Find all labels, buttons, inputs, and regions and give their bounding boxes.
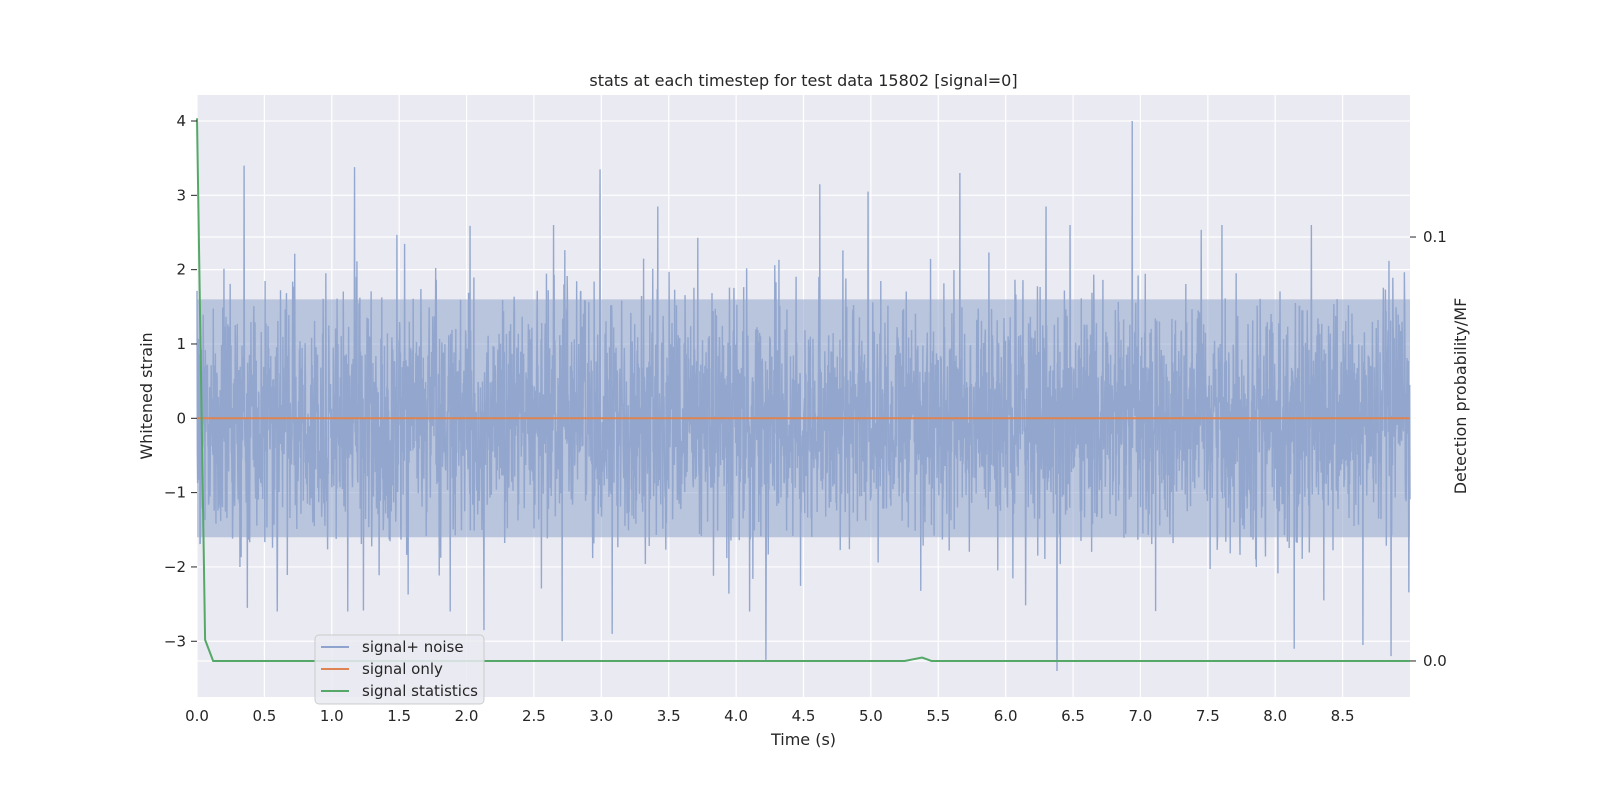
y-tick-label: 1: [176, 335, 186, 353]
x-tick-label: 6.5: [1061, 707, 1085, 725]
x-tick-label: 7.0: [1129, 707, 1153, 725]
x-tick-label: 2.0: [455, 707, 479, 725]
y-right-tick-label: 0.0: [1423, 652, 1447, 670]
x-tick-label: 1.5: [387, 707, 411, 725]
x-tick-label: 2.5: [522, 707, 546, 725]
y-tick-label: 4: [176, 112, 186, 130]
x-tick-label: 5.0: [859, 707, 883, 725]
x-axis-label: Time (s): [770, 730, 836, 749]
y-axis-label: Whitened strain: [137, 332, 156, 459]
signal-statistics-line: [196, 118, 1410, 662]
x-tick-label: 7.5: [1196, 707, 1220, 725]
legend-label: signal statistics: [362, 682, 478, 700]
y-right-tick-label: 0.1: [1423, 228, 1447, 246]
y-tick-label: −1: [164, 484, 186, 502]
legend-label: signal+ noise: [362, 638, 464, 656]
y-tick-label: 2: [176, 261, 186, 279]
signal-noise-line: [196, 121, 1411, 671]
x-tick-label: 5.5: [926, 707, 950, 725]
legend-label: signal only: [362, 660, 443, 678]
x-tick-label: 6.0: [994, 707, 1018, 725]
legend-box: [314, 634, 485, 705]
legend: signal+ noise signal only signal statistic…: [314, 634, 485, 705]
x-tick-label: 8.0: [1263, 707, 1287, 725]
x-tick-label: 4.0: [724, 707, 748, 725]
x-tick-label: 8.5: [1331, 707, 1355, 725]
y-tick-label: −2: [164, 558, 186, 576]
y-axis-right-label: Detection probability/MF: [1451, 298, 1470, 495]
x-tick-label: 4.5: [792, 707, 816, 725]
y-tick-label: −3: [164, 632, 186, 650]
x-tick-label: 3.0: [589, 707, 613, 725]
x-tick-label: 0.5: [252, 707, 276, 725]
tick-labels: 0.0 0.5 1.0 1.5 2.0 2.5 3.0 3.5 4.0 4.5 5.0 5.5 6.0 6…: [164, 112, 1447, 725]
x-tick-label: 3.5: [657, 707, 681, 725]
x-tick-label: 0.0: [185, 707, 209, 725]
y-tick-label: 3: [176, 186, 186, 204]
y-tick-label: 0: [176, 409, 186, 427]
series-layer: [196, 118, 1411, 671]
chart-title: stats at each timestep for test data 158…: [589, 71, 1017, 90]
x-tick-label: 1.0: [320, 707, 344, 725]
